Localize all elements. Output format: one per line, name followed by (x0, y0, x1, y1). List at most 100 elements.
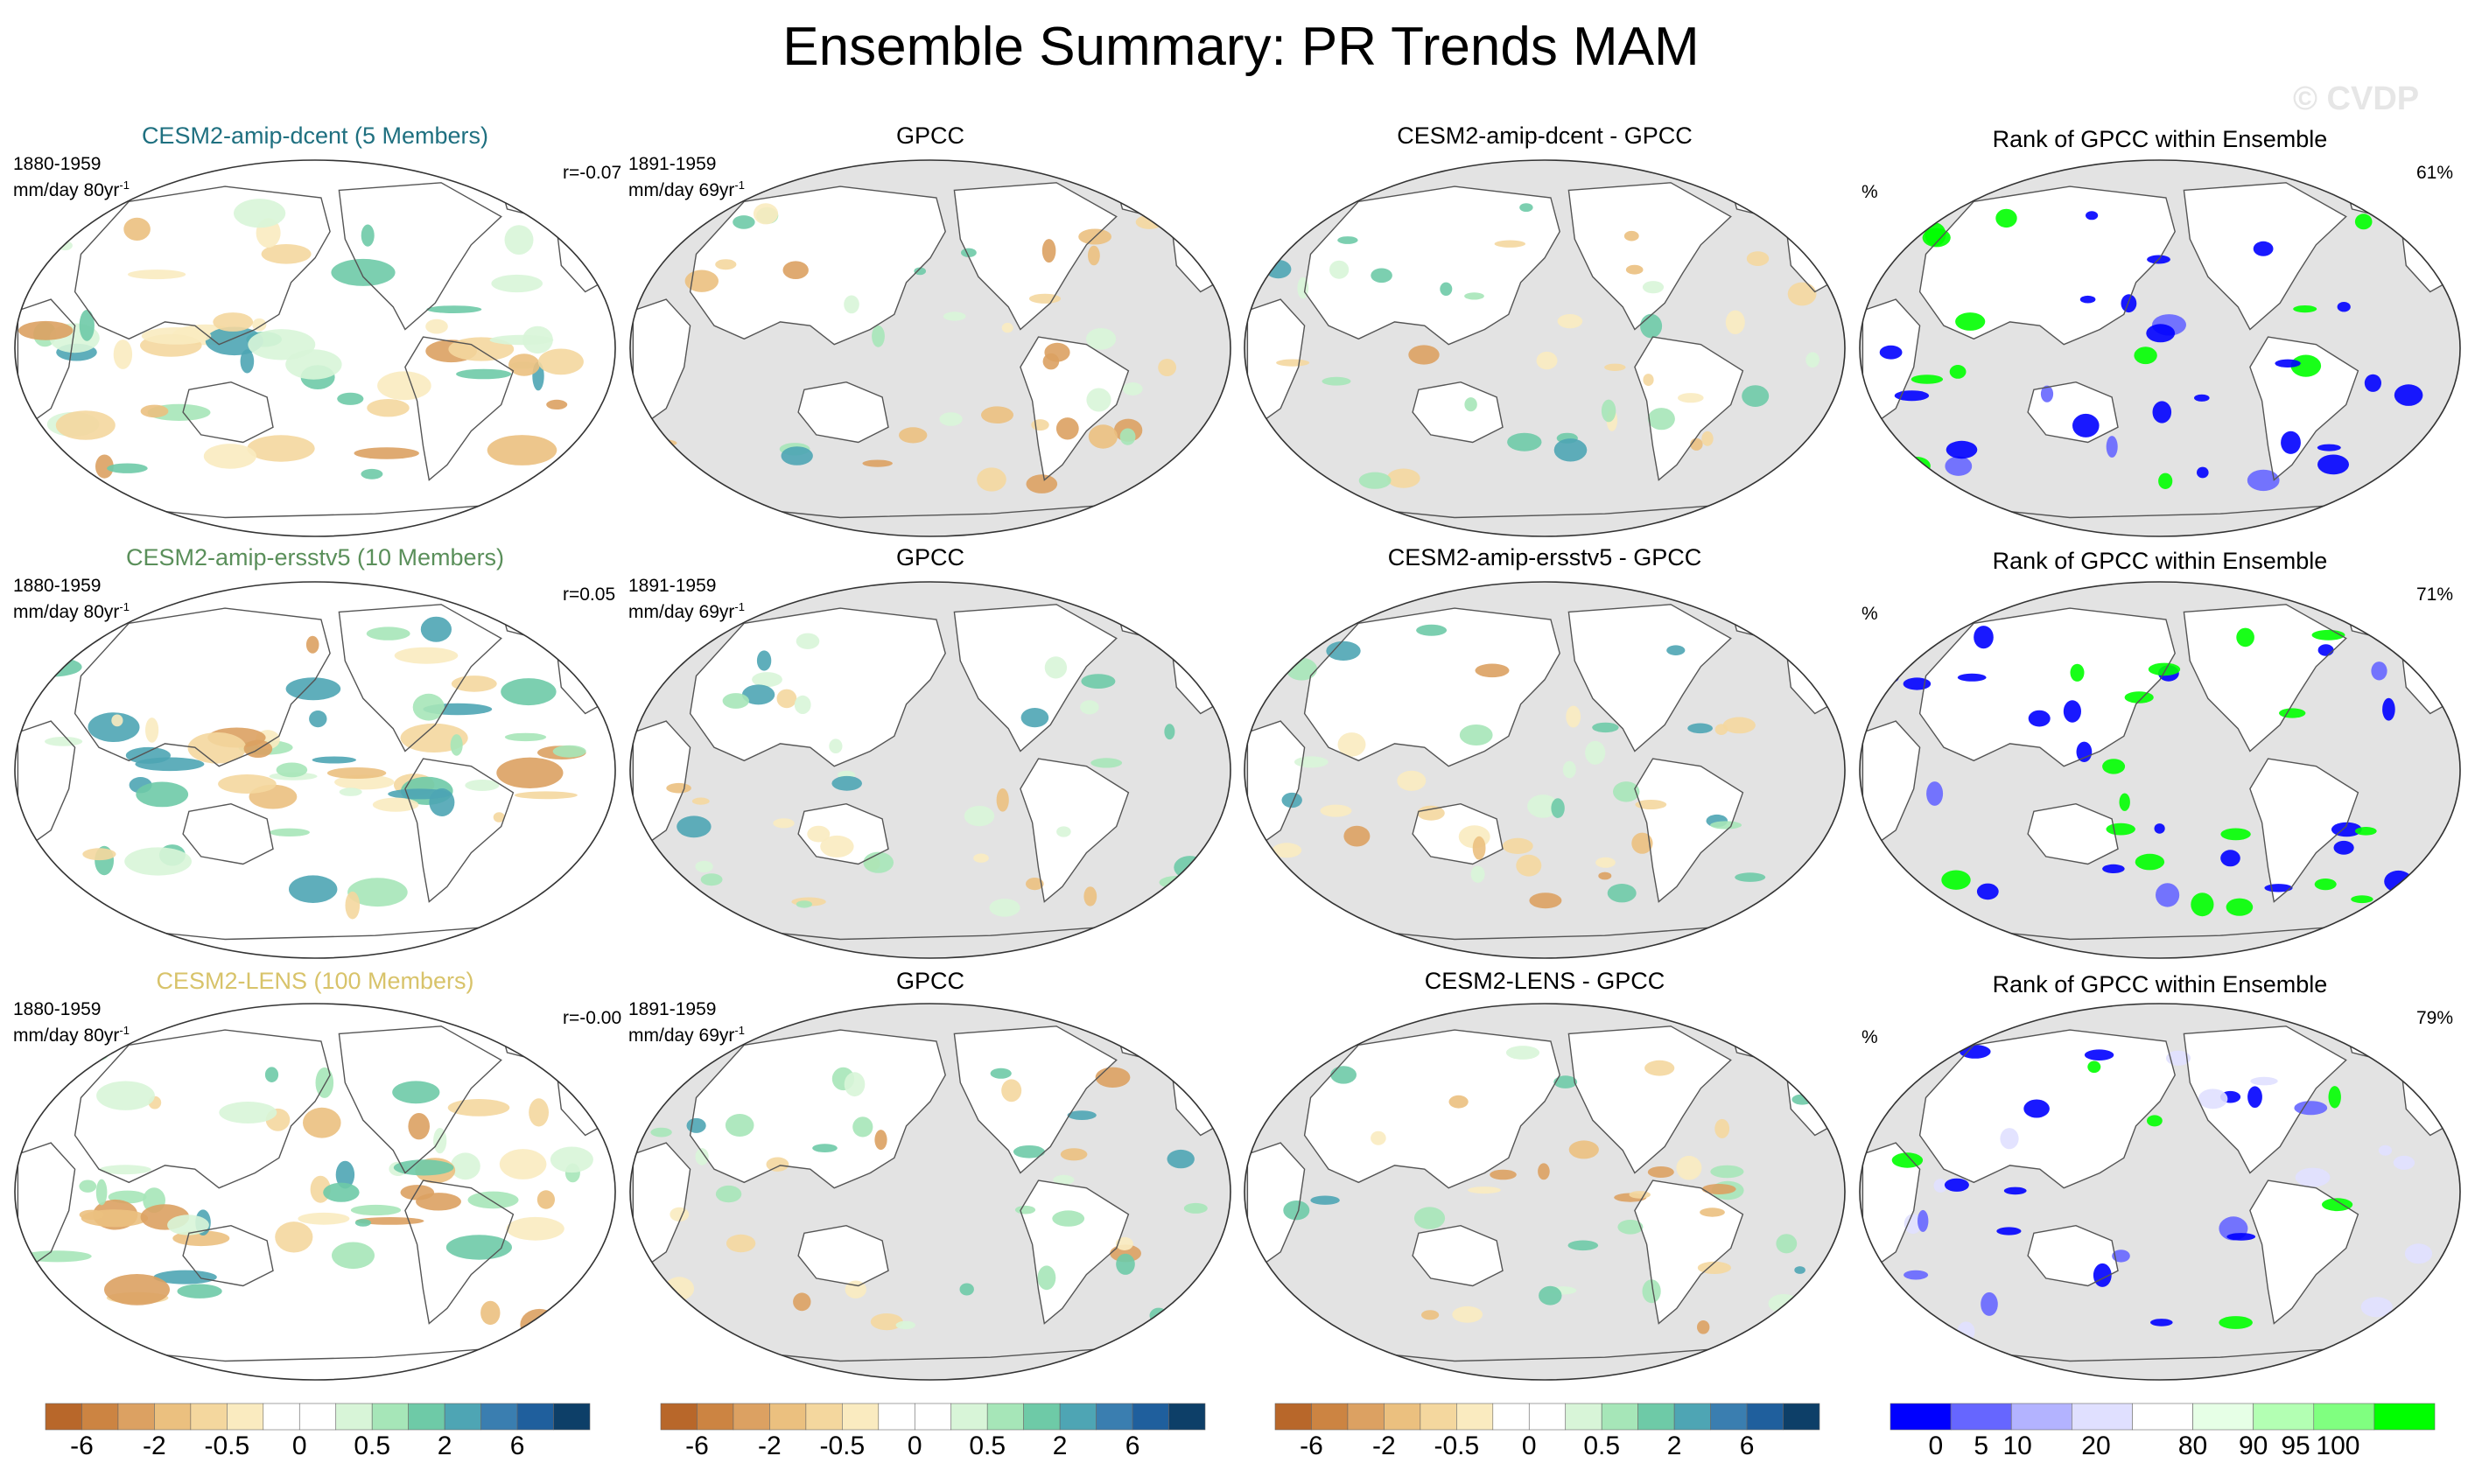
coastline-asia (1918, 186, 2176, 346)
anomaly-patch (1459, 724, 1493, 746)
anomaly-patch (1567, 1240, 1599, 1251)
land-africa (633, 721, 691, 845)
anomaly-patch (2072, 413, 2100, 438)
anomaly-patch (1539, 1285, 1562, 1306)
land-australia (1413, 1225, 1503, 1286)
coastline-asia (1918, 607, 2176, 767)
colorbar-swatch (2010, 1403, 2072, 1431)
coastline-namerica (2183, 604, 2347, 752)
coastline-australia (797, 1224, 889, 1287)
colorbar-swatch (733, 1403, 770, 1431)
colorbar-swatch (1950, 1403, 2012, 1431)
coastline-namerica (953, 1026, 1118, 1174)
anomaly-patch (733, 215, 755, 229)
anomaly-patch (128, 270, 186, 280)
anomaly-patch (1949, 365, 1967, 379)
anomaly-patch (852, 1116, 873, 1138)
anomaly-patch (1158, 359, 1176, 376)
anomaly-patch (1666, 645, 1686, 655)
map-panel-obs-row3 (629, 1003, 1231, 1381)
anomaly-patch (1122, 382, 1143, 396)
coastline-namerica (953, 182, 1118, 331)
anomaly-patch (1710, 1165, 1744, 1179)
panel-title-diff-row2: CESM2-amip-ersstv5 - GPCC (1387, 544, 1702, 570)
anomaly-patch (394, 647, 459, 664)
anomaly-patch (2220, 850, 2240, 867)
anomaly-patch (829, 738, 843, 753)
anomaly-patch (2124, 691, 2154, 704)
colorbar-swatch (154, 1403, 192, 1431)
anomaly-patch (2250, 1076, 2278, 1086)
anomaly-patch (2028, 710, 2051, 727)
land-asia (1304, 186, 1560, 345)
period-label-model-row2: 1880-1959 (13, 576, 102, 596)
map-border (1244, 159, 1846, 537)
anomaly-patch (1505, 1046, 1540, 1060)
anomaly-patch (1775, 1060, 1804, 1069)
anomaly-patch (645, 438, 677, 447)
colorbar-swatch (660, 1403, 698, 1431)
anomaly-patch (2040, 385, 2054, 402)
anomaly-patch (1060, 1148, 1088, 1161)
coastline-asia (74, 1029, 331, 1189)
anomaly-patch (796, 900, 813, 908)
anomaly-patch (99, 1165, 151, 1175)
colorbar-swatch (697, 1403, 734, 1431)
anomaly-patch (107, 463, 148, 473)
anomaly-patch (1746, 251, 1770, 266)
anomaly-patch (339, 788, 362, 796)
anomaly-patch (82, 848, 116, 861)
anomaly-patch (1551, 798, 1565, 818)
anomaly-patch (2275, 359, 2301, 368)
anomaly-patch (447, 1099, 510, 1116)
anomaly-patch (361, 468, 383, 480)
coastline-samerica (1634, 1180, 1744, 1325)
coastline-namerica (338, 604, 502, 752)
anomaly-patch (1320, 804, 1352, 817)
anomaly-patch (252, 318, 267, 332)
anomaly-patch (862, 459, 893, 467)
correlation-label-row2: r=0.05 (563, 584, 616, 605)
anomaly-patch (2102, 864, 2125, 874)
anomaly-patch (2328, 1086, 2341, 1109)
anomaly-patch (433, 1128, 447, 1154)
anomaly-patch (1568, 1140, 1599, 1159)
anomaly-patch (1676, 1155, 1702, 1180)
correlation-label-row1: r=-0.07 (563, 163, 622, 183)
anomaly-patch (111, 714, 123, 727)
coastline-samerica (2249, 336, 2359, 481)
anomaly-patch (793, 1292, 811, 1312)
anomaly-patch (1879, 345, 1903, 360)
anomaly-patch (1700, 1208, 1725, 1217)
anomaly-patch (1710, 821, 1742, 830)
colorbar-swatch (263, 1403, 300, 1431)
anomaly-patch (2197, 466, 2209, 479)
anomaly-patch (564, 220, 600, 236)
anomaly-patch (715, 1185, 742, 1203)
anomaly-patch (664, 1277, 695, 1301)
anomaly-patch (1787, 282, 1817, 306)
colorbar-tick-label: -6 (685, 1432, 709, 1460)
anomaly-patch (1960, 1045, 1991, 1059)
anomaly-patch (1408, 345, 1440, 365)
colorbar-tick-label: 0.5 (969, 1432, 1006, 1460)
colorbar-tick-label: 2 (437, 1432, 452, 1460)
land-samerica (2249, 1180, 2359, 1324)
anomaly-patch (2371, 662, 2387, 681)
anomaly-patch (187, 732, 247, 764)
anomaly-patch (467, 1191, 519, 1209)
anomaly-patch (899, 427, 928, 444)
anomaly-patch (1642, 281, 1665, 294)
anomaly-patch (332, 1242, 375, 1270)
map-panel-rank-row1 (1859, 159, 2461, 537)
map-border (629, 159, 1231, 537)
anomaly-patch (537, 348, 584, 375)
coastline-australia (182, 381, 274, 444)
anomaly-patch (2322, 1198, 2353, 1212)
anomaly-patch (55, 410, 116, 440)
anomaly-patch (529, 1098, 549, 1127)
colorbar-swatch (1673, 1403, 1711, 1431)
map-background (15, 160, 615, 536)
colorbar-swatch (1456, 1403, 1494, 1431)
anomaly-patch (1617, 1220, 1644, 1235)
